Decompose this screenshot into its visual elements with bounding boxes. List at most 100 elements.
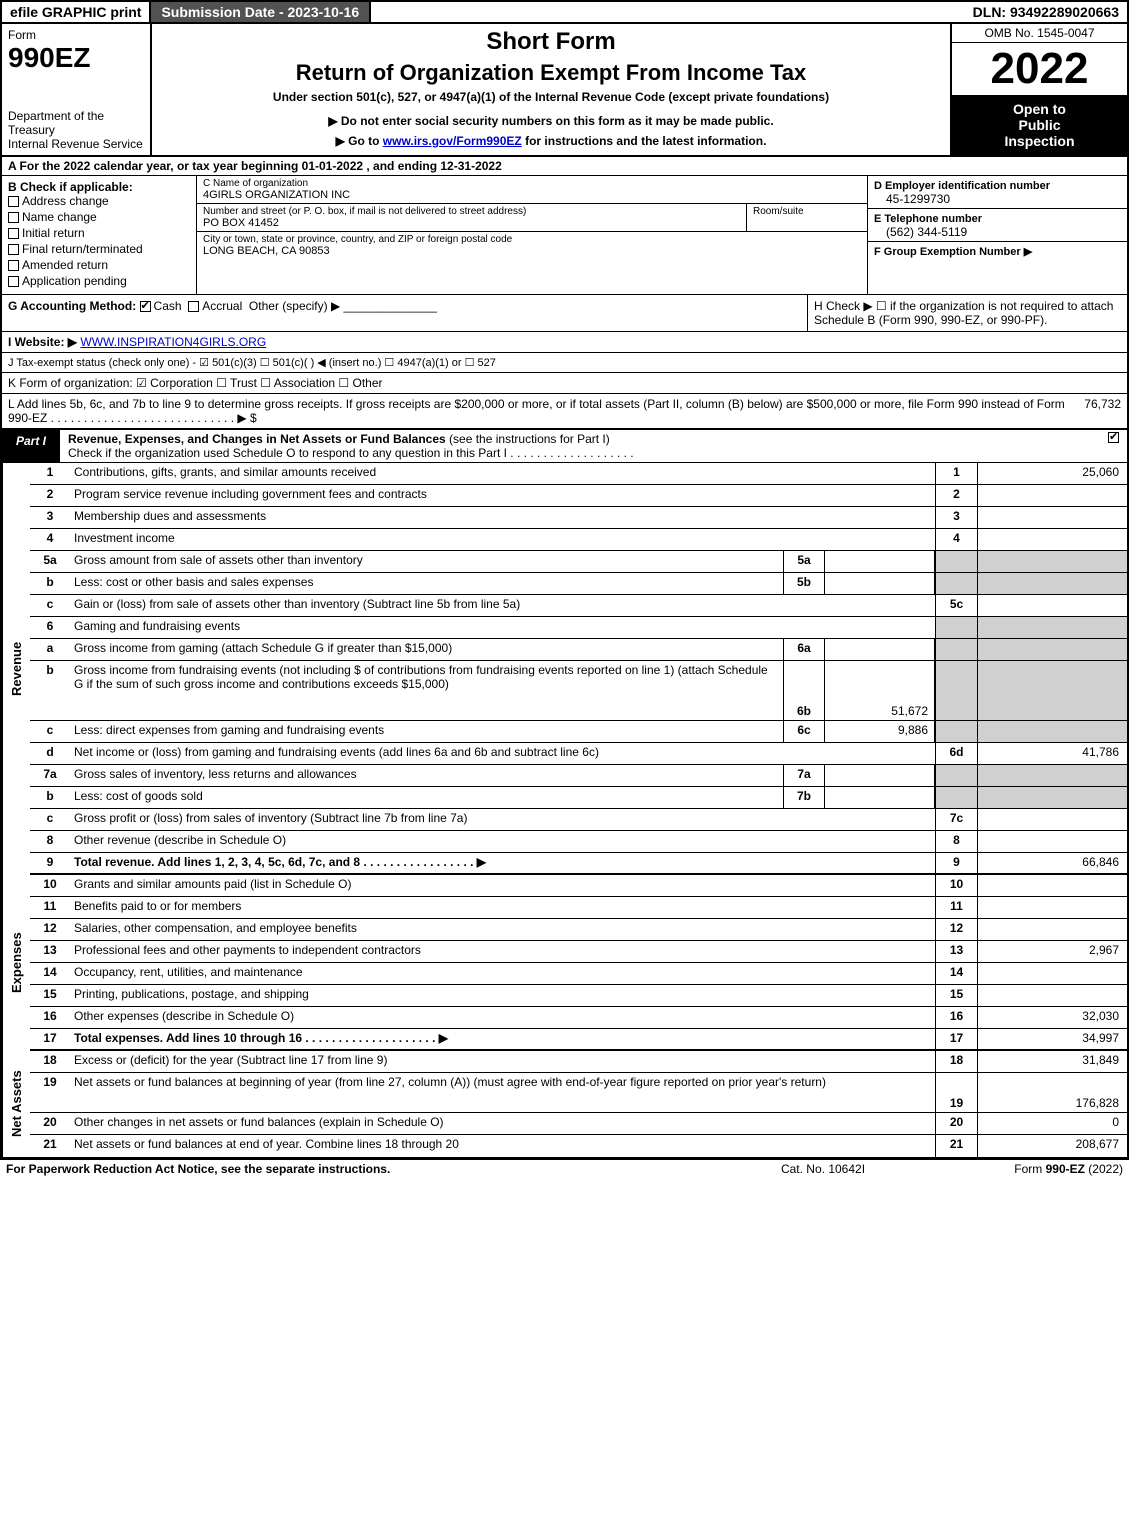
l-value: 76,732 xyxy=(1084,397,1121,425)
line-10: 10Grants and similar amounts paid (list … xyxy=(30,875,1127,897)
ein-cell: D Employer identification number 45-1299… xyxy=(868,176,1127,209)
org-name-value: 4GIRLS ORGANIZATION INC xyxy=(203,189,861,201)
line-g: G Accounting Method: Cash Accrual Other … xyxy=(2,295,807,331)
group-exemption-label: F Group Exemption Number ▶ xyxy=(874,246,1032,258)
year-block: OMB No. 1545-0047 2022 Open to Public In… xyxy=(952,24,1127,155)
form-number: 990EZ xyxy=(8,42,144,74)
goto-link[interactable]: ▶ Go to www.irs.gov/Form990EZ for instru… xyxy=(162,134,940,148)
inspect-3: Inspection xyxy=(954,133,1125,149)
inspect-1: Open to xyxy=(954,101,1125,117)
line-6: 6Gaming and fundraising events xyxy=(30,617,1127,639)
revenue-table: Revenue 1Contributions, gifts, grants, a… xyxy=(0,463,1129,875)
expenses-table: Expenses 10Grants and similar amounts pa… xyxy=(0,875,1129,1051)
line-8: 8Other revenue (describe in Schedule O)8 xyxy=(30,831,1127,853)
side-expenses: Expenses xyxy=(2,875,30,1051)
ssn-warning: ▶ Do not enter social security numbers o… xyxy=(162,114,940,128)
inspect-2: Public xyxy=(954,117,1125,133)
chk-accrual[interactable] xyxy=(188,301,199,312)
line-5b: bLess: cost or other basis and sales exp… xyxy=(30,573,1127,595)
irs-link[interactable]: www.irs.gov/Form990EZ xyxy=(383,134,522,148)
inspection-badge: Open to Public Inspection xyxy=(952,95,1127,155)
line-h: H Check ▶ ☐ if the organization is not r… xyxy=(807,295,1127,331)
addr-label: Number and street (or P. O. box, if mail… xyxy=(203,206,740,217)
part-1-tab: Part I xyxy=(2,430,60,462)
chk-address-change[interactable]: Address change xyxy=(8,194,190,208)
dept-label: Department of the Treasury Internal Reve… xyxy=(8,109,144,151)
org-name-label: C Name of organization xyxy=(203,178,861,189)
tel-value: (562) 344-5119 xyxy=(874,225,1121,239)
part-1-checkbox[interactable] xyxy=(1103,430,1127,462)
address-row: Number and street (or P. O. box, if mail… xyxy=(197,204,867,232)
netassets-table: Net Assets 18Excess or (deficit) for the… xyxy=(0,1051,1129,1159)
line-g-h: G Accounting Method: Cash Accrual Other … xyxy=(0,295,1129,332)
part-1-title-block: Revenue, Expenses, and Changes in Net As… xyxy=(60,430,1103,462)
city-value: LONG BEACH, CA 90853 xyxy=(203,245,861,257)
form-word: Form xyxy=(8,28,144,42)
line-i: I Website: ▶ WWW.INSPIRATION4GIRLS.ORG xyxy=(0,332,1129,353)
b-label: B Check if applicable: xyxy=(8,180,190,194)
section-c: C Name of organization 4GIRLS ORGANIZATI… xyxy=(197,176,867,294)
city-cell: City or town, state or province, country… xyxy=(197,232,867,259)
line-7b: bLess: cost of goods sold7b xyxy=(30,787,1127,809)
return-title: Return of Organization Exempt From Incom… xyxy=(162,60,940,86)
line-11: 11Benefits paid to or for members11 xyxy=(30,897,1127,919)
line-12: 12Salaries, other compensation, and empl… xyxy=(30,919,1127,941)
website-link[interactable]: WWW.INSPIRATION4GIRLS.ORG xyxy=(80,335,266,349)
tel-label: E Telephone number xyxy=(874,213,982,225)
g-label: G Accounting Method: xyxy=(8,299,136,313)
chk-amended-return[interactable]: Amended return xyxy=(8,258,190,272)
line-21: 21Net assets or fund balances at end of … xyxy=(30,1135,1127,1157)
line-20: 20Other changes in net assets or fund ba… xyxy=(30,1113,1127,1135)
side-netassets: Net Assets xyxy=(2,1051,30,1157)
line-4: 4Investment income4 xyxy=(30,529,1127,551)
chk-cash[interactable] xyxy=(140,301,151,312)
tel-cell: E Telephone number (562) 344-5119 xyxy=(868,209,1127,242)
part-1-title: Revenue, Expenses, and Changes in Net As… xyxy=(68,432,446,446)
org-name-cell: C Name of organization 4GIRLS ORGANIZATI… xyxy=(197,176,867,204)
line-3: 3Membership dues and assessments3 xyxy=(30,507,1127,529)
ein-label: D Employer identification number xyxy=(874,180,1050,192)
dln-label: DLN: 93492289020663 xyxy=(965,2,1127,22)
footer-right: Form 990-EZ (2022) xyxy=(923,1162,1123,1176)
page-footer: For Paperwork Reduction Act Notice, see … xyxy=(0,1159,1129,1178)
line-j: J Tax-exempt status (check only one) - ☑… xyxy=(0,353,1129,373)
line-7a: 7aGross sales of inventory, less returns… xyxy=(30,765,1127,787)
top-bar: efile GRAPHIC print Submission Date - 20… xyxy=(0,0,1129,24)
line-19: 19Net assets or fund balances at beginni… xyxy=(30,1073,1127,1113)
line-5c: cGain or (loss) from sale of assets othe… xyxy=(30,595,1127,617)
title-block: Short Form Return of Organization Exempt… xyxy=(152,24,952,155)
form-id-block: Form 990EZ Department of the Treasury In… xyxy=(2,24,152,155)
footer-left: For Paperwork Reduction Act Notice, see … xyxy=(6,1162,723,1176)
line-6c: cLess: direct expenses from gaming and f… xyxy=(30,721,1127,743)
group-exemption-cell: F Group Exemption Number ▶ xyxy=(868,242,1127,294)
part-1-header: Part I Revenue, Expenses, and Changes in… xyxy=(0,430,1129,463)
side-revenue: Revenue xyxy=(2,463,30,875)
short-form-label: Short Form xyxy=(162,28,940,56)
chk-name-change[interactable]: Name change xyxy=(8,210,190,224)
section-b-to-f: B Check if applicable: Address change Na… xyxy=(0,176,1129,295)
line-6b: bGross income from fundraising events (n… xyxy=(30,661,1127,721)
line-l: L Add lines 5b, 6c, and 7b to line 9 to … xyxy=(0,394,1129,430)
line-16: 16Other expenses (describe in Schedule O… xyxy=(30,1007,1127,1029)
omb-number: OMB No. 1545-0047 xyxy=(952,24,1127,43)
submission-date: Submission Date - 2023-10-16 xyxy=(149,2,371,22)
line-5a: 5aGross amount from sale of assets other… xyxy=(30,551,1127,573)
section-d-e-f: D Employer identification number 45-1299… xyxy=(867,176,1127,294)
room-label: Room/suite xyxy=(747,204,867,231)
part-1-check-text: Check if the organization used Schedule … xyxy=(68,446,634,460)
form-header: Form 990EZ Department of the Treasury In… xyxy=(0,24,1129,157)
line-13: 13Professional fees and other payments t… xyxy=(30,941,1127,963)
line-7c: cGross profit or (loss) from sales of in… xyxy=(30,809,1127,831)
line-a: A For the 2022 calendar year, or tax yea… xyxy=(0,157,1129,176)
line-18: 18Excess or (deficit) for the year (Subt… xyxy=(30,1051,1127,1073)
chk-initial-return[interactable]: Initial return xyxy=(8,226,190,240)
footer-center: Cat. No. 10642I xyxy=(723,1162,923,1176)
g-other: Other (specify) ▶ xyxy=(249,299,340,313)
l-text: L Add lines 5b, 6c, and 7b to line 9 to … xyxy=(8,397,1084,425)
line-14: 14Occupancy, rent, utilities, and mainte… xyxy=(30,963,1127,985)
chk-application-pending[interactable]: Application pending xyxy=(8,274,190,288)
line-1: 1Contributions, gifts, grants, and simil… xyxy=(30,463,1127,485)
i-label: I Website: ▶ xyxy=(8,335,77,349)
chk-final-return[interactable]: Final return/terminated xyxy=(8,242,190,256)
efile-label[interactable]: efile GRAPHIC print xyxy=(2,2,149,22)
